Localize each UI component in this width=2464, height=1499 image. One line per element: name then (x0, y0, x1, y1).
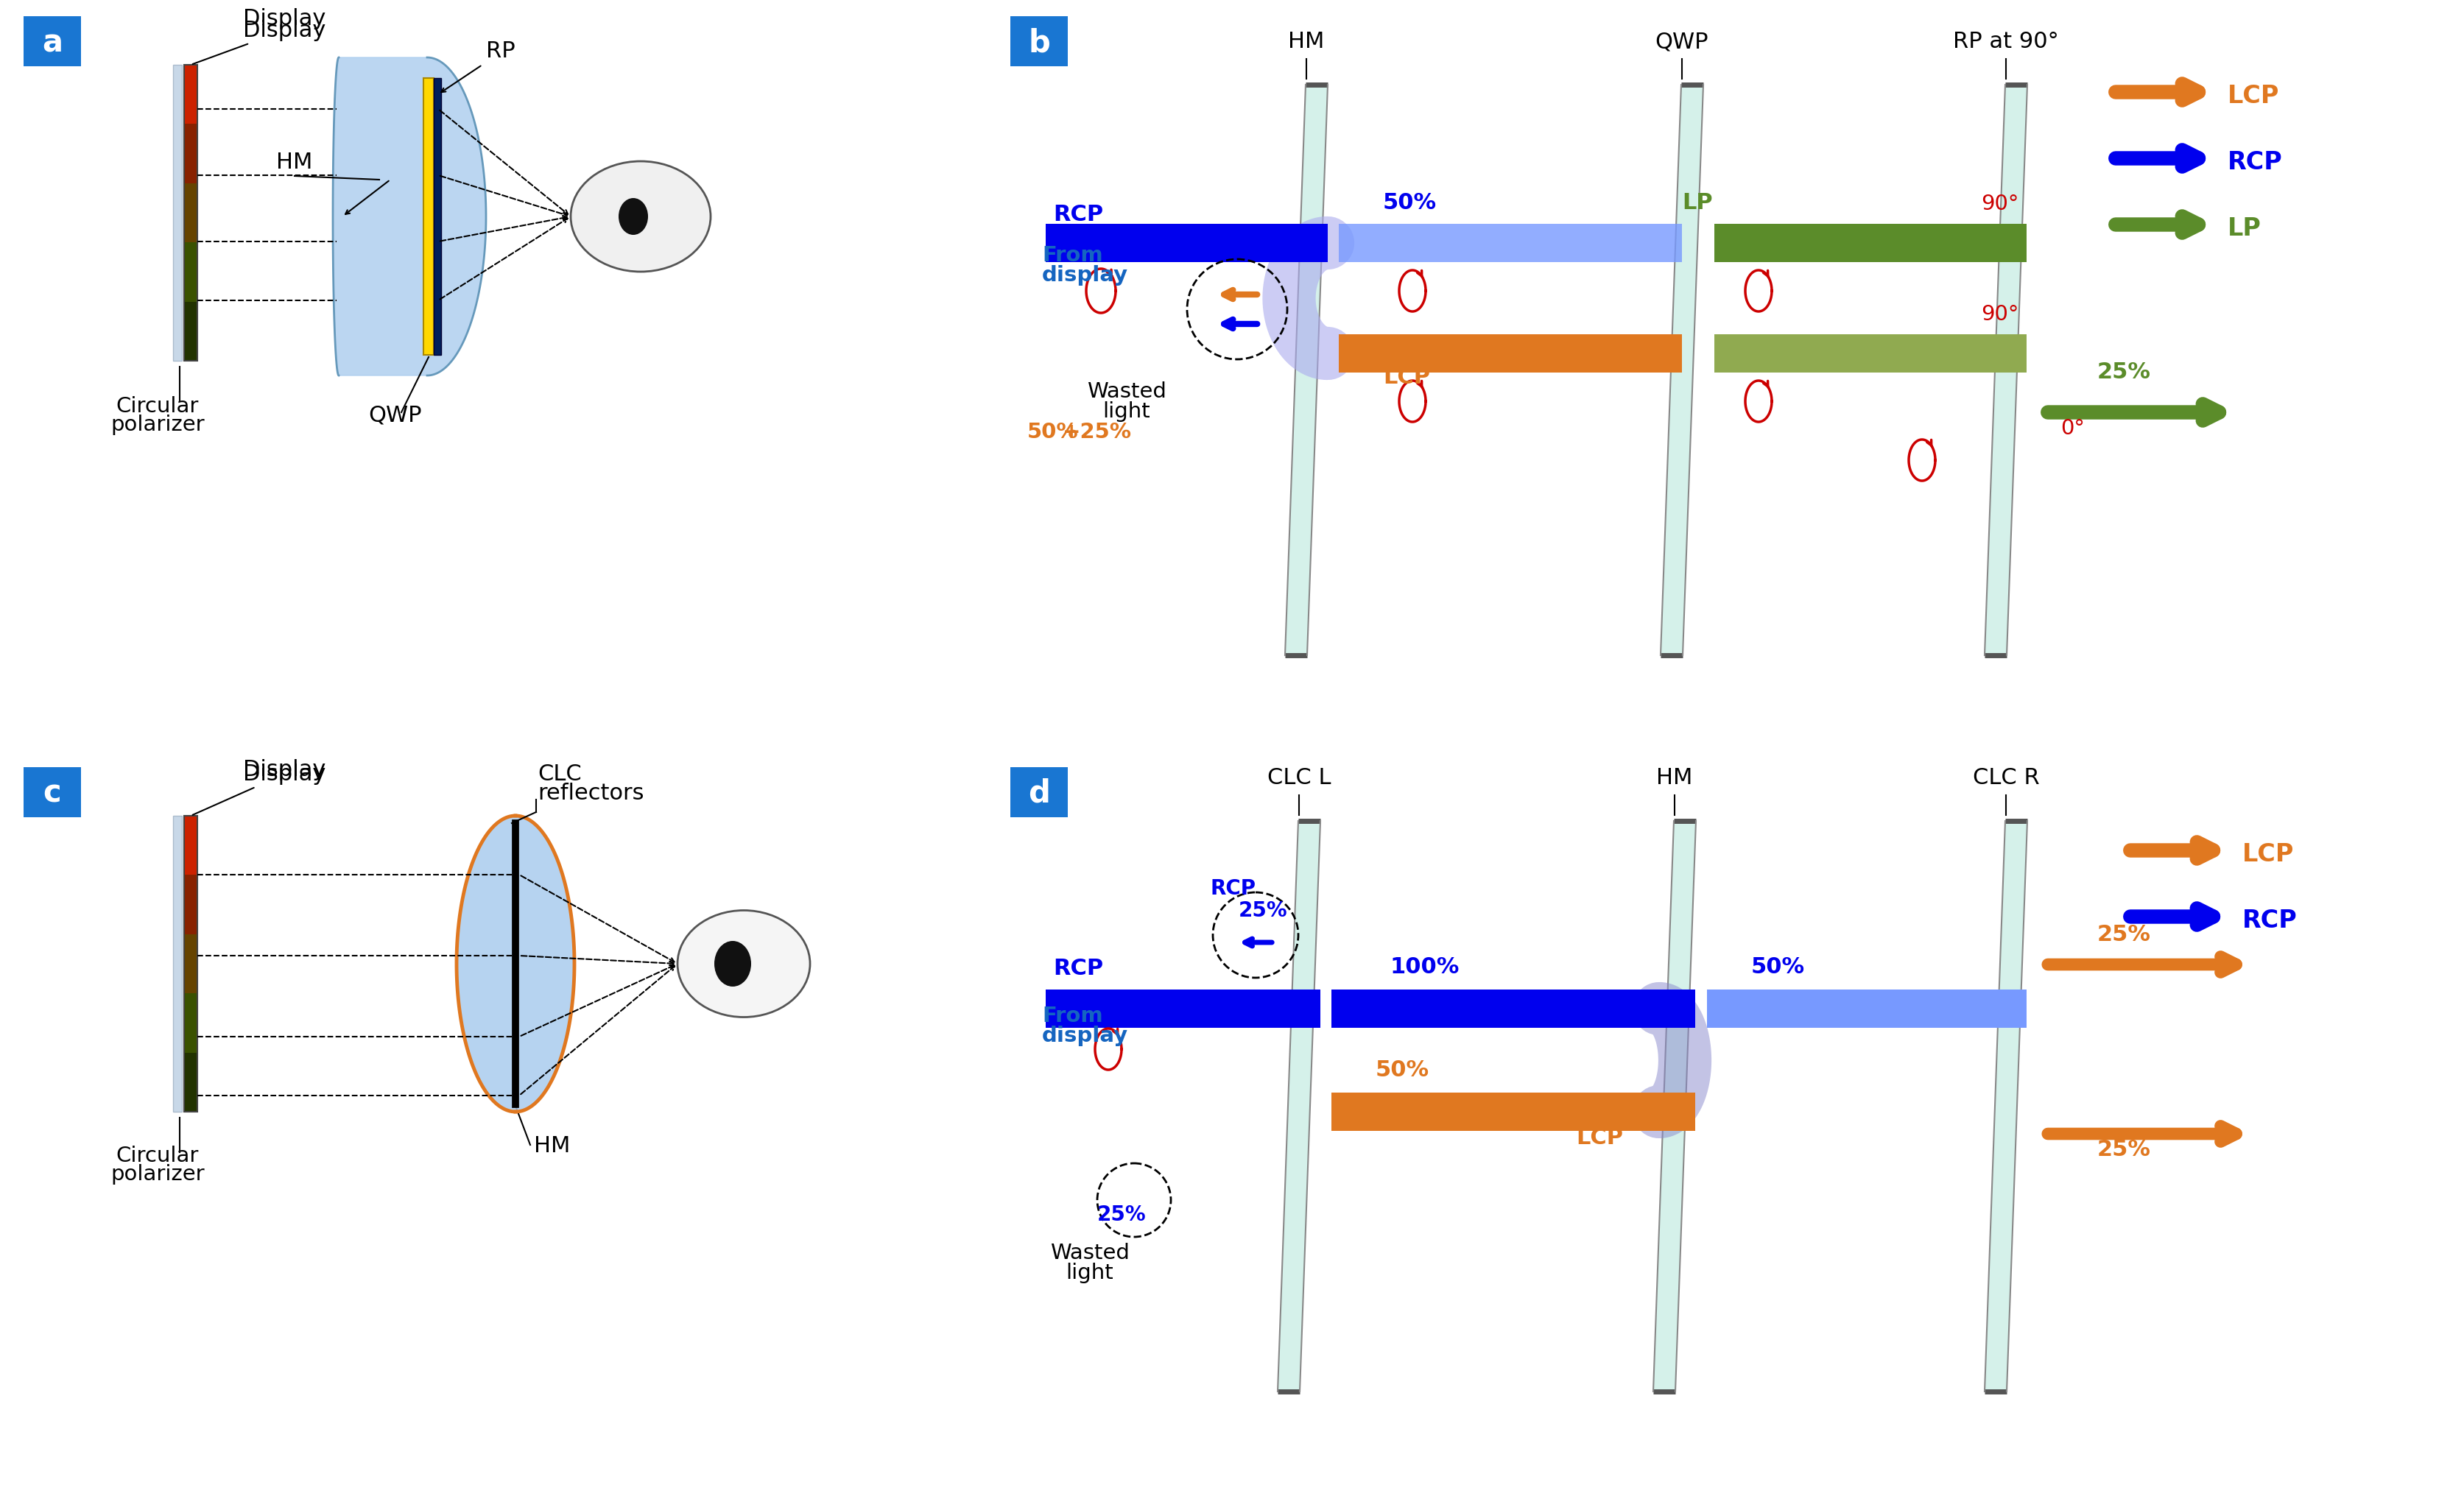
Text: reflectors: reflectors (537, 782, 643, 803)
Text: d: d (1027, 778, 1050, 809)
Ellipse shape (572, 162, 710, 271)
Ellipse shape (715, 941, 752, 986)
Ellipse shape (618, 198, 648, 235)
Bar (185, 815, 197, 875)
Bar (185, 1052, 197, 1112)
Text: 100%: 100% (1390, 956, 1459, 977)
Text: Display: Display (192, 763, 325, 815)
Text: 25%: 25% (2097, 923, 2151, 946)
Bar (1715, 223, 2025, 262)
Text: Wasted: Wasted (1050, 1243, 1129, 1264)
Text: RCP: RCP (1210, 878, 1257, 899)
Text: Display: Display (244, 758, 325, 781)
Bar (172, 64, 182, 361)
Text: From: From (1042, 246, 1104, 265)
Text: display: display (1042, 1025, 1129, 1046)
Text: light: light (1067, 1262, 1114, 1283)
Text: LCP: LCP (2227, 84, 2279, 108)
Text: CLC: CLC (537, 763, 582, 785)
Text: a: a (42, 27, 62, 58)
Text: RCP: RCP (1052, 958, 1104, 979)
Bar (1715, 334, 2025, 373)
Text: HM: HM (276, 151, 313, 172)
Bar (185, 243, 197, 301)
Bar (1331, 1093, 1695, 1130)
Text: Circular: Circular (116, 396, 200, 417)
Bar (1338, 223, 1683, 262)
Text: HM: HM (535, 1135, 569, 1157)
Text: LCP: LCP (1577, 1127, 1624, 1148)
Text: LCP: LCP (1382, 367, 1429, 388)
Text: display: display (1042, 265, 1129, 286)
FancyBboxPatch shape (25, 767, 81, 817)
Polygon shape (333, 57, 485, 375)
Polygon shape (1653, 821, 1695, 1391)
Ellipse shape (678, 910, 811, 1018)
Bar (1338, 334, 1683, 373)
Polygon shape (1279, 821, 1321, 1391)
Text: HM: HM (1289, 31, 1326, 52)
Polygon shape (1661, 84, 1703, 655)
Text: 50%: 50% (1382, 192, 1437, 213)
Bar (1045, 223, 1328, 262)
Bar (185, 124, 197, 183)
Bar (434, 78, 441, 355)
Text: LCP: LCP (2242, 842, 2294, 866)
Text: light: light (1104, 402, 1151, 421)
Polygon shape (1984, 821, 2028, 1391)
Bar (1331, 989, 1695, 1028)
Text: 25%: 25% (1096, 1205, 1146, 1225)
Text: 90°: 90° (1981, 193, 2018, 214)
Text: 25%: 25% (1239, 901, 1289, 920)
Text: polarizer: polarizer (111, 415, 205, 435)
Bar (185, 994, 197, 1052)
Text: RCP: RCP (2227, 150, 2282, 174)
Bar (185, 64, 197, 124)
Text: +25%: +25% (1062, 421, 1131, 442)
Text: CLC L: CLC L (1266, 767, 1331, 788)
Text: LP: LP (1683, 192, 1712, 213)
Text: HM: HM (1656, 767, 1693, 788)
Bar (424, 78, 434, 355)
Text: 25%: 25% (2097, 1139, 2151, 1160)
Bar (185, 301, 197, 361)
Text: RP: RP (485, 40, 515, 61)
Text: 50%: 50% (1752, 956, 1806, 977)
Bar (185, 815, 197, 1112)
Text: Circular: Circular (116, 1145, 200, 1166)
FancyBboxPatch shape (1010, 16, 1067, 66)
Polygon shape (1286, 84, 1328, 655)
Text: CLC R: CLC R (1974, 767, 2040, 788)
Text: RCP: RCP (2242, 908, 2296, 932)
Text: 90°: 90° (1981, 304, 2018, 325)
Text: 0°: 0° (2060, 418, 2085, 439)
Bar (1708, 989, 2025, 1028)
FancyBboxPatch shape (25, 16, 81, 66)
Text: polarizer: polarizer (111, 1165, 205, 1184)
Text: b: b (1027, 27, 1050, 58)
Text: Wasted: Wasted (1087, 381, 1165, 402)
Bar (185, 934, 197, 994)
Bar (185, 183, 197, 243)
Text: LP: LP (2227, 216, 2262, 240)
Polygon shape (456, 815, 574, 1112)
Polygon shape (1984, 84, 2028, 655)
Bar (185, 875, 197, 934)
Bar (1045, 989, 1321, 1028)
Text: RCP: RCP (1052, 204, 1104, 225)
Text: From: From (1042, 1006, 1104, 1027)
Text: 50%: 50% (1375, 1060, 1429, 1081)
Text: RP at 90°: RP at 90° (1954, 31, 2060, 52)
Text: c: c (44, 778, 62, 809)
Text: 50%: 50% (1027, 421, 1079, 442)
Text: QWP: QWP (367, 405, 421, 426)
Text: Display: Display (192, 19, 325, 64)
Bar (185, 64, 197, 361)
Text: QWP: QWP (1656, 31, 1708, 52)
Text: Display: Display (244, 7, 325, 30)
FancyBboxPatch shape (1010, 767, 1067, 817)
Text: 25%: 25% (2097, 361, 2151, 382)
Bar (172, 815, 182, 1112)
